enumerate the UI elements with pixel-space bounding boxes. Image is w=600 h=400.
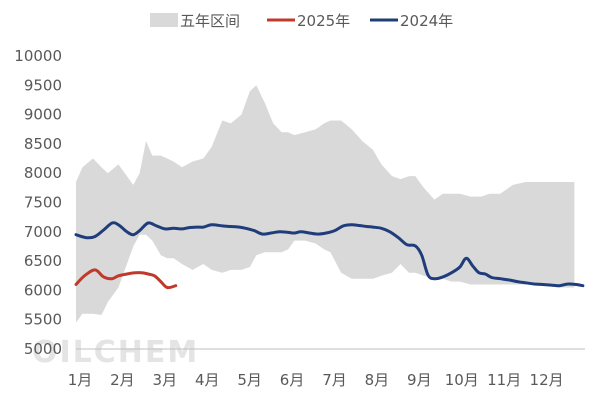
y-tick-label: 9000 — [24, 106, 62, 124]
y-tick-label: 7000 — [24, 223, 62, 241]
series-layer — [74, 221, 585, 290]
band-range-area — [76, 85, 575, 323]
x-tick-label: 2月 — [110, 371, 135, 389]
series-line-2024 — [74, 221, 585, 288]
watermark-text: OILCHEM — [32, 335, 199, 370]
x-tick-label: 6月 — [280, 371, 305, 389]
x-tick-label: 10月 — [445, 371, 479, 389]
legend-item: 五年区间 — [150, 12, 240, 30]
y-tick-label: 8500 — [24, 135, 62, 153]
y-tick-label: 5500 — [24, 311, 62, 329]
watermark-layer: OILCHEM — [32, 335, 199, 370]
x-tick-label: 11月 — [487, 371, 521, 389]
legend-label: 五年区间 — [180, 12, 240, 30]
y-tick-label: 10000 — [14, 47, 62, 65]
x-tick-label: 12月 — [530, 371, 564, 389]
x-tick-label: 9月 — [407, 371, 432, 389]
x-tick-label: 7月 — [322, 371, 347, 389]
band-layer — [76, 85, 575, 323]
axis-layer: 5000 5500 6000 6500 7000 7500 8000 8500 9000 9500… — [14, 47, 585, 389]
x-tick-label: 8月 — [365, 371, 390, 389]
x-tick-label: 1月 — [68, 371, 93, 389]
y-tick-label: 8000 — [24, 164, 62, 182]
y-tick-label: 6500 — [24, 252, 62, 270]
series-line-2025 — [74, 268, 178, 290]
legend-item: 2025年 — [267, 12, 350, 30]
y-tick-label: 5000 — [24, 340, 62, 358]
x-tick-label: 3月 — [153, 371, 178, 389]
legend-swatch — [150, 13, 178, 27]
legend-label: 2024年 — [400, 12, 453, 30]
y-tick-label: 6000 — [24, 281, 62, 299]
y-tick-label: 7500 — [24, 194, 62, 212]
legend-item: 2024年 — [370, 12, 453, 30]
legend-label: 2025年 — [297, 12, 350, 30]
x-tick-label: 5月 — [237, 371, 262, 389]
legend: 五年区间 2025年 2024年 — [150, 12, 453, 30]
y-tick-label: 9500 — [24, 76, 62, 94]
x-tick-label: 4月 — [195, 371, 220, 389]
